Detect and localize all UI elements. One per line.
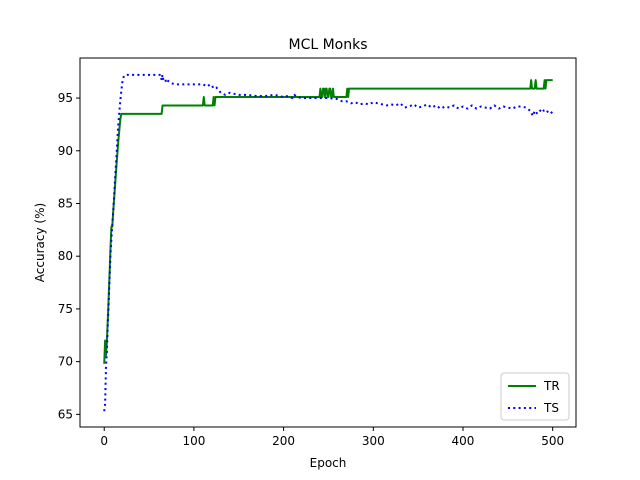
y-axis-title: Accuracy (%) <box>33 203 47 282</box>
y-tick-label: 70 <box>58 355 73 369</box>
y-tick-label: 80 <box>58 249 73 263</box>
legend: TR TS <box>500 372 570 421</box>
x-tick-label: 300 <box>362 434 385 448</box>
series-line-tr <box>103 79 553 364</box>
x-axis-ticks: 0 100 200 300 400 500 <box>100 427 564 448</box>
plot-area <box>79 57 577 428</box>
y-tick-label: 65 <box>58 407 73 421</box>
legend-label-ts: TS <box>543 401 559 415</box>
legend-label-tr: TR <box>543 379 560 393</box>
y-axis-ticks: 65 70 75 80 85 90 95 <box>58 91 80 421</box>
y-tick-label: 90 <box>58 144 73 158</box>
y-tick-label: 85 <box>58 196 73 210</box>
x-tick-label: 100 <box>182 434 205 448</box>
x-tick-label: 500 <box>541 434 564 448</box>
series-layer <box>103 73 554 412</box>
x-axis-title: Epoch <box>310 456 347 470</box>
y-tick-label: 95 <box>58 91 73 105</box>
x-tick-label: 400 <box>452 434 475 448</box>
chart-title: MCL Monks <box>288 37 367 53</box>
x-tick-label: 200 <box>272 434 295 448</box>
x-tick-label: 0 <box>100 434 108 448</box>
axes-frame <box>79 57 577 428</box>
legend-box <box>500 372 570 421</box>
y-tick-label: 75 <box>58 302 73 316</box>
series-line-ts <box>103 73 554 412</box>
